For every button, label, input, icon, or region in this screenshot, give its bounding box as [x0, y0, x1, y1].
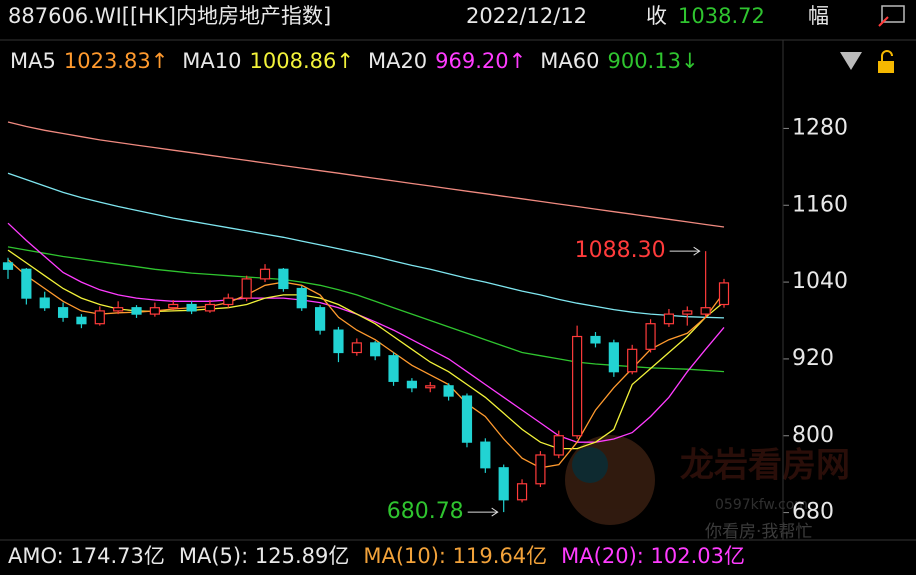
ma-line: [7, 259, 725, 469]
footer: AMO: 174.73亿 MA(5): 125.89亿 MA(10): 119.64…: [8, 544, 745, 568]
candle-body: [2, 262, 14, 270]
candle-body: [149, 307, 160, 315]
candle-body: [315, 307, 326, 331]
watermark-slogan: 你看房·我帮忙: [705, 522, 812, 542]
candle-body: [388, 355, 399, 382]
candle-body: [572, 335, 583, 437]
candle-body: [113, 307, 124, 312]
y-tick-label: 1160: [792, 192, 848, 217]
candle-body: [425, 385, 436, 389]
fullscreen-icon[interactable]: [878, 5, 905, 27]
candle-body: [57, 307, 69, 318]
ma-line: [7, 249, 725, 450]
candle-body: [39, 297, 50, 309]
candle-body: [516, 483, 528, 501]
ma-line: [7, 246, 725, 373]
candle-body: [682, 310, 693, 315]
y-tick-label: 1280: [792, 115, 848, 140]
legend-value: 900.13↓: [607, 49, 698, 73]
candle-body: [498, 467, 509, 501]
candle-body: [333, 329, 344, 354]
candle-body: [94, 310, 105, 325]
candle-body: [168, 303, 179, 309]
candle-body: [131, 307, 142, 315]
candle-body: [223, 297, 234, 306]
legend-name: MA5: [10, 49, 56, 73]
candle-body: [351, 342, 362, 354]
candle-body: [480, 441, 491, 469]
ma-line: [7, 222, 725, 443]
close-value: 1038.72: [678, 4, 765, 28]
dropdown-icon[interactable]: [840, 52, 862, 70]
symbol: 887606.WI[[HK]内地房地产指数]: [8, 4, 331, 28]
lock-icon[interactable]: [878, 50, 894, 73]
candle-body: [663, 313, 675, 325]
candle-body: [406, 380, 417, 389]
candle-body: [608, 342, 619, 373]
watermark: 龙岩看房网 0597kfw.com 你看房·我帮忙: [565, 435, 850, 542]
close-label: 收: [646, 4, 667, 28]
annotation-arrowhead: [693, 246, 701, 256]
footer-item: MA(5): 125.89亿: [179, 544, 349, 568]
footer-item: AMO: 174.73亿: [8, 544, 165, 568]
footer-item: MA(10): 119.64亿: [363, 544, 547, 568]
ma-line: [7, 121, 725, 228]
y-tick-label: 680: [792, 500, 834, 525]
candle-body: [627, 348, 638, 373]
candle-body: [645, 323, 656, 350]
candle-body: [241, 278, 252, 299]
legend-name: MA60: [540, 49, 599, 73]
legend-value: 1023.83↑: [64, 49, 168, 73]
y-tick-label: 1040: [792, 269, 848, 294]
candle-body: [21, 268, 32, 299]
annotation-label: 1088.30: [575, 238, 666, 263]
candle-body: [443, 385, 454, 397]
candle-body: [700, 307, 711, 315]
candle-body: [461, 395, 473, 443]
candle-body: [76, 316, 87, 325]
candle-body: [535, 454, 546, 485]
legend: MA5 1023.83↑ MA10 1008.86↑ MA20 969.20↑ MA60 90…: [10, 49, 699, 73]
y-tick-label: 920: [792, 346, 834, 371]
watermark-logo: [572, 447, 608, 483]
candle-body: [553, 435, 564, 456]
candle-body: [278, 268, 289, 290]
watermark-name: 龙岩看房网: [680, 446, 850, 486]
annotation-label: 680.78: [387, 499, 464, 524]
y-tick-label: 800: [792, 423, 834, 448]
footer-item: MA(20): 102.03亿: [561, 544, 745, 568]
legend-value: 1008.86↑: [250, 49, 354, 73]
date: 2022/12/12: [466, 4, 587, 28]
annotation-arrowhead: [491, 507, 499, 517]
candle-body: [590, 335, 601, 344]
watermark-logo: [565, 435, 655, 525]
watermark-url: 0597kfw.com: [715, 497, 808, 513]
candle-body: [204, 303, 216, 312]
candle-body: [718, 282, 730, 306]
legend-name: MA20: [368, 49, 427, 73]
candle-body: [370, 342, 381, 357]
change-label: 幅: [808, 4, 829, 28]
candle-body: [296, 287, 307, 309]
candle-body: [259, 268, 271, 280]
ma-line: [7, 172, 725, 319]
plot: 680 800 920 1040 1160 1280 1088.30 680.78: [2, 40, 848, 540]
legend-name: MA10: [182, 49, 241, 73]
legend-value: 969.20↑: [435, 49, 526, 73]
candle-body: [186, 303, 197, 312]
